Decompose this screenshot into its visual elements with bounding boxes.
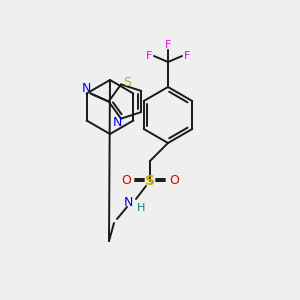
Text: N: N — [123, 196, 133, 209]
Text: F: F — [165, 40, 171, 50]
Text: S: S — [123, 76, 131, 89]
Text: S: S — [145, 174, 155, 188]
Text: O: O — [169, 175, 179, 188]
Text: F: F — [146, 51, 152, 61]
Text: N: N — [82, 82, 91, 95]
Text: O: O — [121, 175, 131, 188]
Text: N: N — [112, 116, 122, 129]
Text: H: H — [137, 203, 145, 213]
Text: F: F — [184, 51, 190, 61]
